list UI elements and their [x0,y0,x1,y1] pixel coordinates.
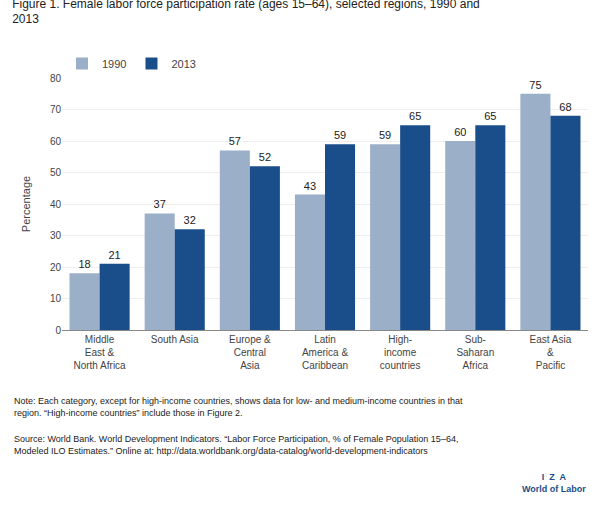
svg-text:2013: 2013 [171,58,195,70]
svg-text:Sub-SaharanAfrica: Sub-SaharanAfrica [456,334,494,371]
svg-text:57: 57 [229,135,241,147]
svg-text:68: 68 [559,101,571,113]
svg-text:37: 37 [154,198,166,210]
svg-text:Source: World Bank. World Deve: Source: World Bank. World Development In… [14,434,458,456]
svg-text:59: 59 [379,129,391,141]
svg-text:60: 60 [50,136,62,147]
svg-text:High-incomecountries: High-incomecountries [380,334,421,371]
svg-text:LatinAmerica &Caribbean: LatinAmerica &Caribbean [302,334,348,371]
svg-text:30: 30 [50,230,62,241]
svg-text:18: 18 [78,258,90,270]
svg-text:80: 80 [50,73,62,84]
svg-text:50: 50 [50,167,62,178]
svg-text:East Asia&Pacific: East Asia&Pacific [530,334,572,371]
svg-text:MiddleEast &North Africa: MiddleEast &North Africa [73,334,126,371]
svg-text:I Z AWorld of Labor: I Z AWorld of Labor [522,472,586,494]
svg-text:South Asia: South Asia [151,334,199,345]
svg-text:65: 65 [409,110,421,122]
svg-text:60: 60 [454,126,466,138]
svg-text:20: 20 [50,262,62,273]
svg-text:0: 0 [55,325,61,336]
svg-text:43: 43 [304,180,316,192]
svg-text:52: 52 [259,151,271,163]
svg-text:40: 40 [50,199,62,210]
svg-text:1990: 1990 [102,58,126,70]
svg-text:70: 70 [50,104,62,115]
svg-text:65: 65 [484,110,496,122]
svg-text:Note: Each category, except fo: Note: Each category, except for high-inc… [14,396,463,418]
svg-text:75: 75 [529,79,541,91]
svg-text:32: 32 [184,214,196,226]
svg-text:Figure 1. Female labor force p: Figure 1. Female labor force participati… [12,0,480,26]
svg-text:59: 59 [334,129,346,141]
svg-text:Percentage: Percentage [20,176,32,232]
svg-text:Europe &CentralAsia: Europe &CentralAsia [229,334,271,371]
svg-text:21: 21 [108,249,120,261]
svg-text:10: 10 [50,293,62,304]
